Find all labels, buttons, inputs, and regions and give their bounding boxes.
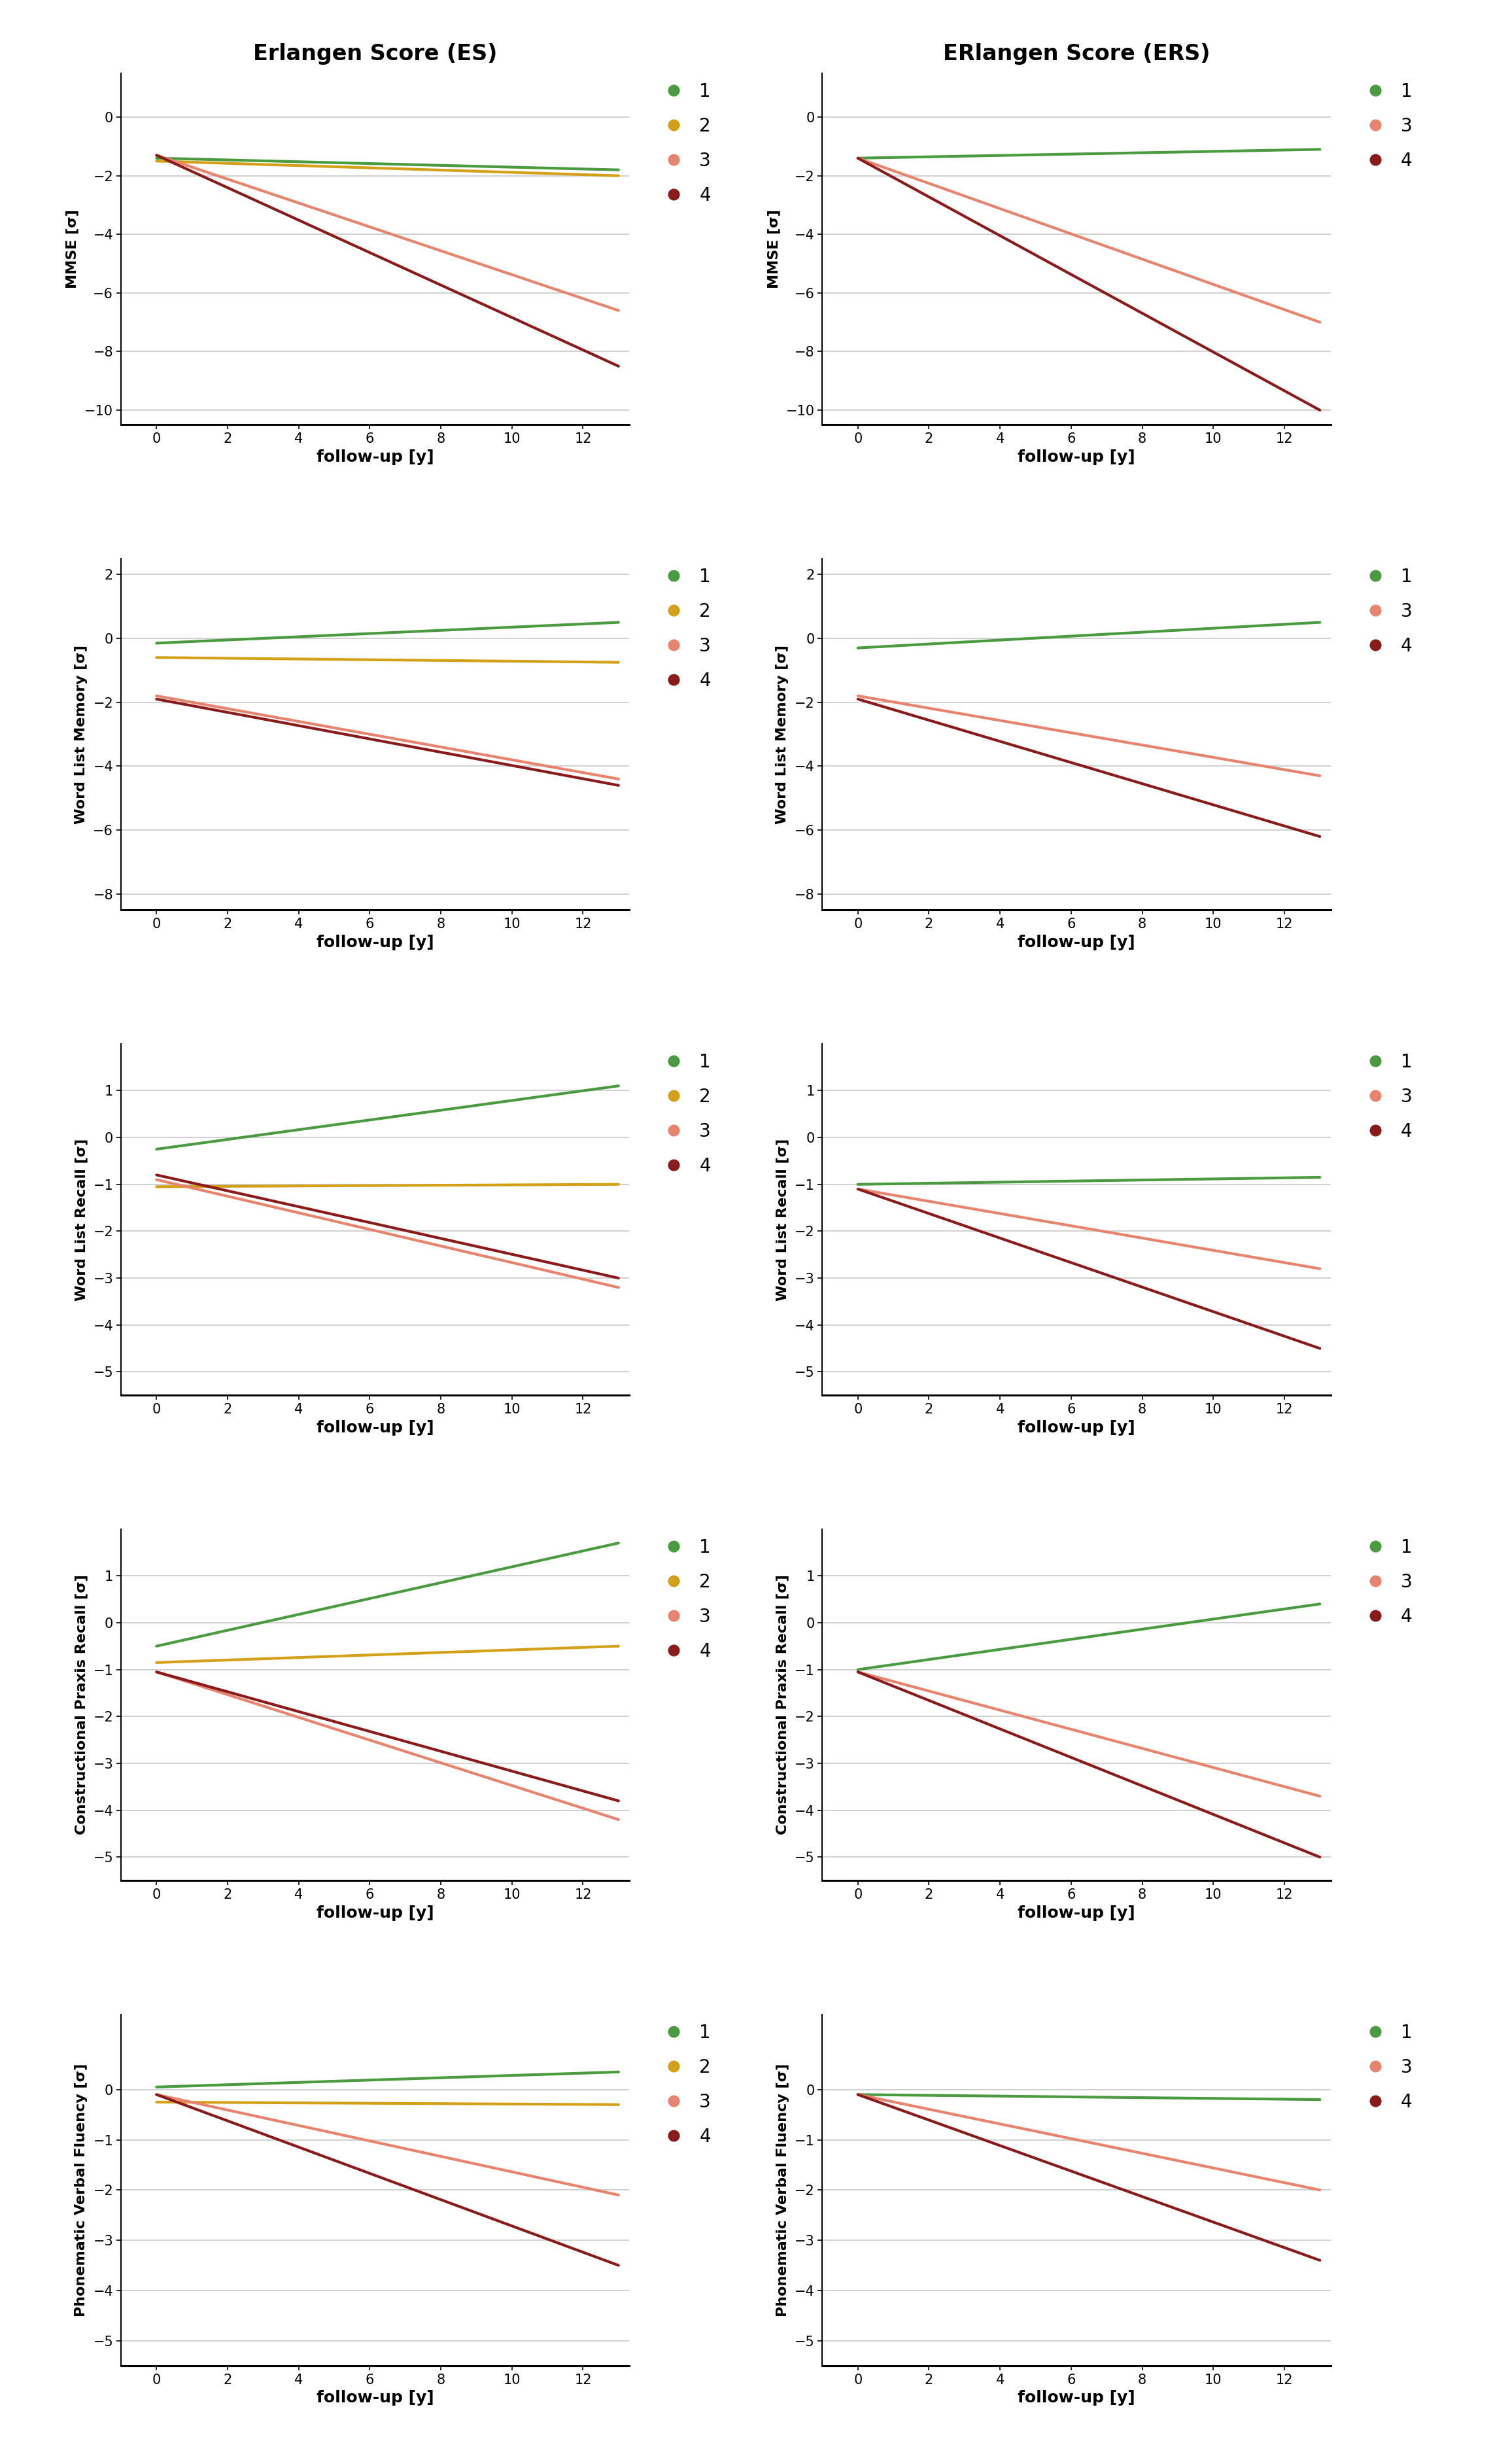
Title: ERlangen Score (ERS): ERlangen Score (ERS) (943, 44, 1210, 66)
X-axis label: follow-up [y]: follow-up [y] (1018, 2390, 1136, 2405)
Y-axis label: MMSE [σ]: MMSE [σ] (67, 210, 79, 288)
X-axis label: follow-up [y]: follow-up [y] (316, 2390, 434, 2405)
X-axis label: follow-up [y]: follow-up [y] (316, 934, 434, 951)
Y-axis label: Phonematic Verbal Fluency [σ]: Phonematic Verbal Fluency [σ] (74, 2063, 88, 2317)
X-axis label: follow-up [y]: follow-up [y] (1018, 934, 1136, 951)
Legend: 1, 2, 3, 4: 1, 2, 3, 4 (649, 561, 718, 698)
X-axis label: follow-up [y]: follow-up [y] (1018, 449, 1136, 466)
Legend: 1, 3, 4: 1, 3, 4 (1350, 2017, 1420, 2119)
Legend: 1, 2, 3, 4: 1, 2, 3, 4 (649, 2017, 718, 2154)
X-axis label: follow-up [y]: follow-up [y] (316, 1905, 434, 1919)
Legend: 1, 2, 3, 4: 1, 2, 3, 4 (649, 1046, 718, 1183)
Y-axis label: Word List Memory [σ]: Word List Memory [σ] (776, 644, 789, 824)
Legend: 1, 2, 3, 4: 1, 2, 3, 4 (649, 1532, 718, 1668)
X-axis label: follow-up [y]: follow-up [y] (1018, 1905, 1136, 1919)
X-axis label: follow-up [y]: follow-up [y] (316, 449, 434, 466)
Legend: 1, 3, 4: 1, 3, 4 (1350, 76, 1420, 178)
Y-axis label: Phonematic Verbal Fluency [σ]: Phonematic Verbal Fluency [σ] (776, 2063, 789, 2317)
Legend: 1, 3, 4: 1, 3, 4 (1350, 1532, 1420, 1634)
Y-axis label: Word List Memory [σ]: Word List Memory [σ] (74, 644, 88, 824)
Y-axis label: Constructional Praxis Recall [σ]: Constructional Praxis Recall [σ] (74, 1576, 88, 1834)
X-axis label: follow-up [y]: follow-up [y] (316, 1419, 434, 1437)
Y-axis label: Constructional Praxis Recall [σ]: Constructional Praxis Recall [σ] (776, 1576, 789, 1834)
Legend: 1, 3, 4: 1, 3, 4 (1350, 561, 1420, 663)
Title: Erlangen Score (ES): Erlangen Score (ES) (253, 44, 497, 66)
X-axis label: follow-up [y]: follow-up [y] (1018, 1419, 1136, 1437)
Y-axis label: MMSE [σ]: MMSE [σ] (767, 210, 780, 288)
Legend: 1, 3, 4: 1, 3, 4 (1350, 1046, 1420, 1149)
Y-axis label: Word List Recall [σ]: Word List Recall [σ] (776, 1139, 789, 1300)
Y-axis label: Word List Recall [σ]: Word List Recall [σ] (74, 1139, 88, 1300)
Legend: 1, 2, 3, 4: 1, 2, 3, 4 (649, 76, 718, 212)
